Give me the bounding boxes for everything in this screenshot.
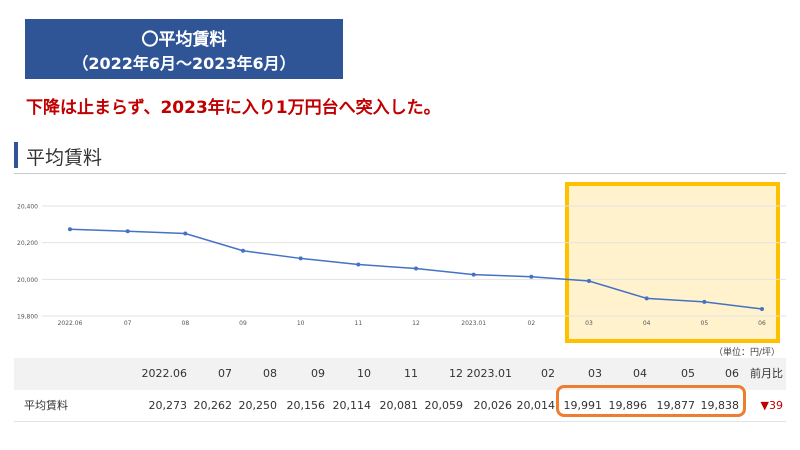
data-point — [702, 299, 707, 304]
data-point — [760, 307, 764, 312]
table-header-cell: 11 — [404, 367, 418, 380]
data-point — [587, 278, 591, 283]
table-header-cell: 05 — [681, 367, 695, 380]
x-tick-label: 02 — [528, 320, 536, 327]
x-tick-label: 07 — [124, 320, 132, 327]
x-tick-label: 06 — [758, 320, 766, 327]
title-line-2: （2022年6月～2023年6月） — [72, 54, 296, 73]
table-header-cell: 10 — [357, 367, 371, 380]
table-cell: 20,156 — [286, 399, 326, 412]
data-point — [298, 256, 303, 261]
table-cell: 20,014 — [516, 399, 556, 412]
section-header: 平均賃料 — [14, 140, 786, 174]
headline: 下降は止まらず、2023年に入り1万円台へ突入した。 — [26, 98, 441, 118]
x-tick-label: 05 — [701, 320, 709, 327]
title-box: 〇平均賃料 （2022年6月～2023年6月） — [25, 19, 343, 79]
table-cell: 20,250 — [238, 399, 278, 412]
table-header-cell: 2022.06 — [141, 367, 188, 380]
table-cell: 19,896 — [608, 399, 648, 412]
table-header-cell: 07 — [218, 367, 232, 380]
table-header-cell: 02 — [541, 367, 555, 380]
data-table: 2022.06 07 08 09 10 11 12 2023.01 02 03 04 05 06 前月比 … — [14, 358, 786, 422]
x-tick-label: 04 — [643, 320, 651, 327]
x-tick-label: 09 — [239, 320, 247, 327]
table-cell: 19,991 — [563, 399, 603, 412]
data-point — [529, 274, 534, 279]
x-tick-label: 12 — [412, 320, 420, 327]
title-line-1: 〇平均賃料 — [141, 30, 227, 50]
section-title: 平均賃料 — [26, 147, 103, 169]
chart-highlight-box — [565, 182, 780, 343]
table-header-row: 2022.06 07 08 09 10 11 12 2023.01 02 03 04 05 06 前月比 — [14, 358, 786, 390]
unit-note: （単位：円/坪） — [713, 348, 780, 358]
table-header-change: 前月比 — [750, 367, 783, 380]
data-point — [644, 296, 649, 301]
data-point — [414, 266, 418, 271]
table-cell: 19,838 — [700, 399, 740, 412]
table-header-cell: 03 — [588, 367, 602, 380]
y-tick-label: 19,800 — [17, 314, 38, 321]
section-accent-bar — [14, 142, 18, 168]
data-point — [183, 231, 188, 236]
x-tick-label: 2022.06 — [58, 320, 83, 327]
section-divider — [14, 173, 786, 174]
table-cell: 20,114 — [332, 399, 372, 412]
x-tick-label: 11 — [355, 320, 363, 327]
table-row-label: 平均賃料 — [24, 399, 68, 412]
table-change-cell: ▼39 — [760, 399, 783, 412]
table-cell: 19,877 — [656, 399, 696, 412]
data-point — [125, 229, 130, 234]
data-point — [241, 248, 245, 253]
table-cell: 20,262 — [193, 399, 233, 412]
x-tick-label: 2023.01 — [461, 320, 486, 327]
x-tick-label: 10 — [297, 320, 305, 327]
data-point — [356, 262, 361, 267]
y-tick-label: 20,400 — [17, 204, 38, 211]
table-header-cell: 08 — [263, 367, 277, 380]
table-header-cell: 04 — [633, 367, 647, 380]
y-tick-label: 20,200 — [17, 240, 38, 247]
table-header-cell: 09 — [311, 367, 325, 380]
table-highlight-box — [556, 385, 746, 417]
y-tick-label: 20,000 — [17, 277, 38, 284]
table-header-cell: 06 — [725, 367, 739, 380]
table-header-cell: 12 — [449, 367, 463, 380]
data-point — [471, 272, 476, 277]
data-point — [68, 227, 72, 232]
x-tick-label: 08 — [182, 320, 190, 327]
table-cell: 20,059 — [424, 399, 464, 412]
table-cell: 20,026 — [473, 399, 513, 412]
x-tick-label: 03 — [585, 320, 593, 327]
table-header-cell: 2023.01 — [466, 367, 513, 380]
table-cell: 20,273 — [148, 399, 188, 412]
table-cell: 20,081 — [379, 399, 419, 412]
